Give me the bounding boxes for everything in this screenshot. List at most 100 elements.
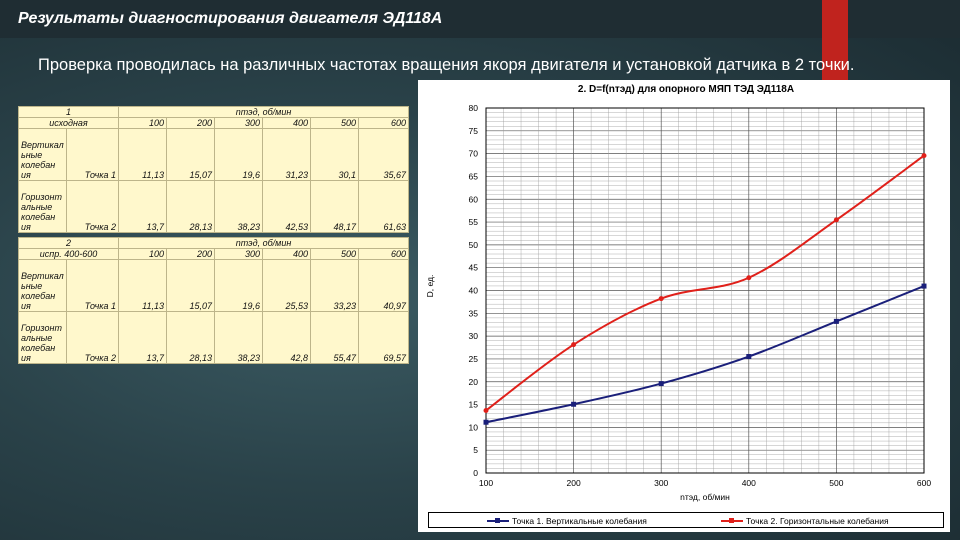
intro-text: Проверка проводилась на различных частот… bbox=[38, 56, 855, 74]
x-tick-label: 300 bbox=[654, 478, 668, 488]
rpm-cell: 400 bbox=[262, 117, 312, 129]
value-cell: 13,7 bbox=[118, 311, 168, 364]
y-tick-label: 60 bbox=[469, 194, 479, 204]
value-cell: 15,07 bbox=[166, 259, 216, 312]
value-cell: 28,13 bbox=[166, 311, 216, 364]
y-tick-label: 45 bbox=[469, 263, 479, 273]
y-tick-label: 20 bbox=[469, 377, 479, 387]
rpm-cell: 600 bbox=[358, 248, 410, 260]
y-axis-label: D, ед. bbox=[425, 275, 435, 298]
data-point bbox=[571, 342, 577, 348]
rpm-cell: 100 bbox=[118, 117, 168, 129]
value-cell: 19,6 bbox=[214, 128, 264, 181]
chart-panel: 2. D=f(nтэд) для опорного МЯП ТЭД ЭД118А… bbox=[418, 80, 950, 532]
value-cell: 15,07 bbox=[166, 128, 216, 181]
point-label: Точка 2 bbox=[65, 180, 120, 233]
rpm-header: nтэд, об/мин bbox=[118, 106, 410, 118]
y-tick-label: 70 bbox=[469, 149, 479, 159]
value-cell: 13,7 bbox=[118, 180, 168, 233]
data-point bbox=[921, 153, 927, 159]
table-subtitle: исходная bbox=[17, 117, 120, 129]
rpm-cell: 200 bbox=[166, 248, 216, 260]
rpm-cell: 600 bbox=[358, 117, 410, 129]
chart-title: 2. D=f(nтэд) для опорного МЯП ТЭД ЭД118А bbox=[578, 84, 794, 95]
value-cell: 28,13 bbox=[166, 180, 216, 233]
legend-item-point-1: Точка 1. Вертикальные колебания bbox=[487, 516, 647, 526]
value-cell: 55,47 bbox=[310, 311, 360, 364]
value-cell: 48,17 bbox=[310, 180, 360, 233]
x-tick-label: 400 bbox=[742, 478, 756, 488]
legend-label: Точка 1. Вертикальные колебания bbox=[512, 516, 647, 526]
table-row: Горизонт альные колебан ия Точка 2 13,7 … bbox=[18, 180, 410, 233]
legend-swatch bbox=[487, 518, 509, 523]
rpm-cell: 500 bbox=[310, 117, 360, 129]
data-point bbox=[746, 354, 752, 360]
value-cell: 11,13 bbox=[118, 128, 168, 181]
value-cell: 11,13 bbox=[118, 259, 168, 312]
value-cell: 69,57 bbox=[358, 311, 410, 364]
point-label: Точка 1 bbox=[65, 128, 120, 181]
table-number: 2 bbox=[17, 237, 120, 249]
data-point bbox=[658, 296, 664, 302]
value-cell: 61,63 bbox=[358, 180, 410, 233]
table-row: Вертикал ьные колебан ия Точка 1 11,13 1… bbox=[18, 259, 410, 312]
x-tick-label: 100 bbox=[479, 478, 493, 488]
point-label: Точка 2 bbox=[65, 311, 120, 364]
data-point bbox=[746, 275, 752, 281]
y-tick-label: 30 bbox=[469, 331, 479, 341]
rpm-cell: 500 bbox=[310, 248, 360, 260]
value-cell: 35,67 bbox=[358, 128, 410, 181]
data-point bbox=[483, 407, 489, 413]
line-chart: 2. D=f(nтэд) для опорного МЯП ТЭД ЭД118А… bbox=[425, 84, 931, 502]
x-tick-label: 600 bbox=[917, 478, 931, 488]
y-tick-label: 40 bbox=[469, 286, 479, 296]
table-row: Горизонт альные колебан ия Точка 2 13,7 … bbox=[18, 311, 410, 364]
legend-label: Точка 2. Горизонтальные колебания bbox=[746, 516, 889, 526]
rpm-cell: 100 bbox=[118, 248, 168, 260]
y-tick-label: 5 bbox=[473, 445, 478, 455]
y-tick-label: 25 bbox=[469, 354, 479, 364]
data-point bbox=[921, 283, 927, 289]
y-tick-label: 50 bbox=[469, 240, 479, 250]
y-tick-label: 75 bbox=[469, 126, 479, 136]
group-label: Горизонт альные колебан ия bbox=[18, 311, 67, 364]
rpm-header: nтэд, об/мин bbox=[118, 237, 410, 249]
legend-item-point-2: Точка 2. Горизонтальные колебания bbox=[721, 516, 889, 526]
rpm-cell: 300 bbox=[214, 117, 264, 129]
point-label: Точка 1 bbox=[65, 259, 120, 312]
series-line-2 bbox=[485, 154, 925, 412]
data-point bbox=[658, 381, 664, 387]
value-cell: 31,23 bbox=[262, 128, 312, 181]
data-point bbox=[833, 217, 839, 223]
value-cell: 40,97 bbox=[358, 259, 410, 312]
value-cell: 25,53 bbox=[262, 259, 312, 312]
value-cell: 19,6 bbox=[214, 259, 264, 312]
y-tick-label: 35 bbox=[469, 308, 479, 318]
rpm-cell: 400 bbox=[262, 248, 312, 260]
x-axis-label: nтэд, об/мин bbox=[680, 492, 730, 502]
value-cell: 38,23 bbox=[214, 311, 264, 364]
value-cell: 38,23 bbox=[214, 180, 264, 233]
data-point bbox=[483, 419, 489, 425]
rpm-cell: 300 bbox=[214, 248, 264, 260]
value-cell: 33,23 bbox=[310, 259, 360, 312]
value-cell: 42,53 bbox=[262, 180, 312, 233]
data-point bbox=[833, 318, 839, 324]
value-cell: 42,8 bbox=[262, 311, 312, 364]
y-tick-label: 10 bbox=[469, 422, 479, 432]
series-line-1 bbox=[485, 285, 925, 424]
y-tick-label: 65 bbox=[469, 171, 479, 181]
y-tick-label: 80 bbox=[469, 103, 479, 113]
table-subtitle: испр. 400-600 bbox=[17, 248, 120, 260]
table-row: Вертикал ьные колебан ия Точка 1 11,13 1… bbox=[18, 128, 410, 181]
data-point bbox=[571, 401, 577, 407]
results-table-2: 2 nтэд, об/мин испр. 400-600 100 200 300… bbox=[17, 237, 410, 364]
group-label: Вертикал ьные колебан ия bbox=[18, 259, 67, 312]
plot-frame bbox=[485, 107, 925, 474]
legend-swatch bbox=[721, 518, 743, 523]
y-tick-label: 15 bbox=[469, 400, 479, 410]
x-tick-label: 200 bbox=[567, 478, 581, 488]
group-label: Вертикал ьные колебан ия bbox=[18, 128, 67, 181]
x-tick-label: 500 bbox=[829, 478, 843, 488]
results-table-1: 1 nтэд, об/мин исходная 100 200 300 400 … bbox=[17, 106, 410, 233]
